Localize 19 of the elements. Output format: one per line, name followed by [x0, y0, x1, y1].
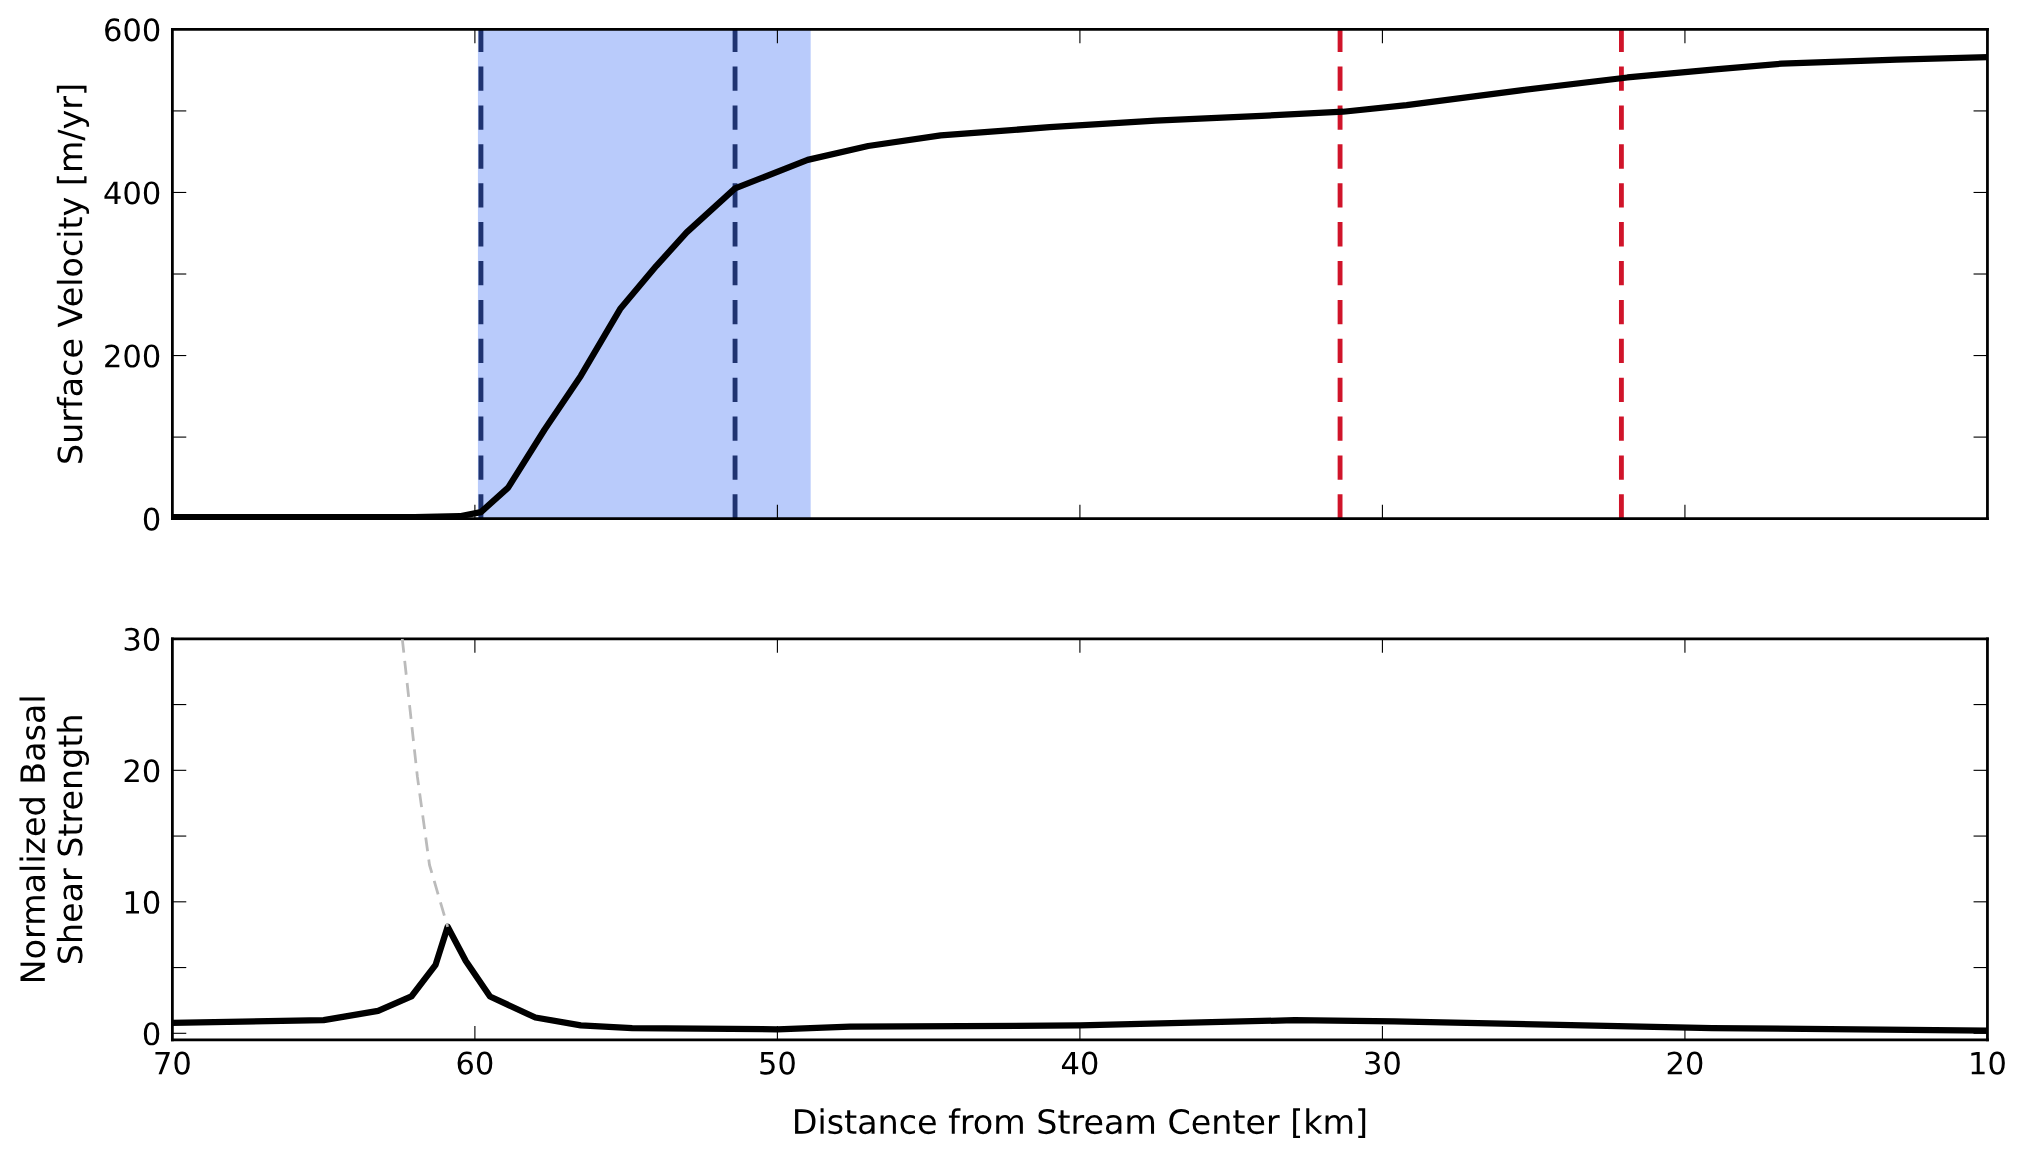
- x-tick-label: 40: [1061, 1051, 1098, 1075]
- x-tick-label: 60: [457, 1051, 493, 1075]
- y-axis-title: Surface Velocity [m/yr]: [56, 85, 90, 463]
- y-tick-label: 600: [105, 18, 160, 42]
- y-tick-label: 200: [105, 344, 160, 368]
- y-tick-label: 10: [125, 890, 160, 914]
- x-tick-label: 70: [155, 1051, 190, 1075]
- y-axis-title: Normalized Basal Shear Strength: [19, 697, 90, 982]
- y-tick-label: 30: [124, 627, 160, 651]
- x-axis-title: Distance from Stream Center [km]: [795, 1108, 1366, 1139]
- y-tick-label: 0: [143, 507, 160, 531]
- y-tick-label: 0: [143, 1022, 160, 1046]
- x-tick-label: 10: [1971, 1051, 2005, 1075]
- y-tick-label: 20: [124, 759, 160, 783]
- x-tick-label: 20: [1667, 1051, 1703, 1075]
- x-tick-label: 30: [1365, 1051, 1400, 1075]
- y-tick-label: 400: [104, 181, 160, 205]
- x-tick-label: 50: [760, 1051, 795, 1075]
- line-series: [400, 638, 450, 929]
